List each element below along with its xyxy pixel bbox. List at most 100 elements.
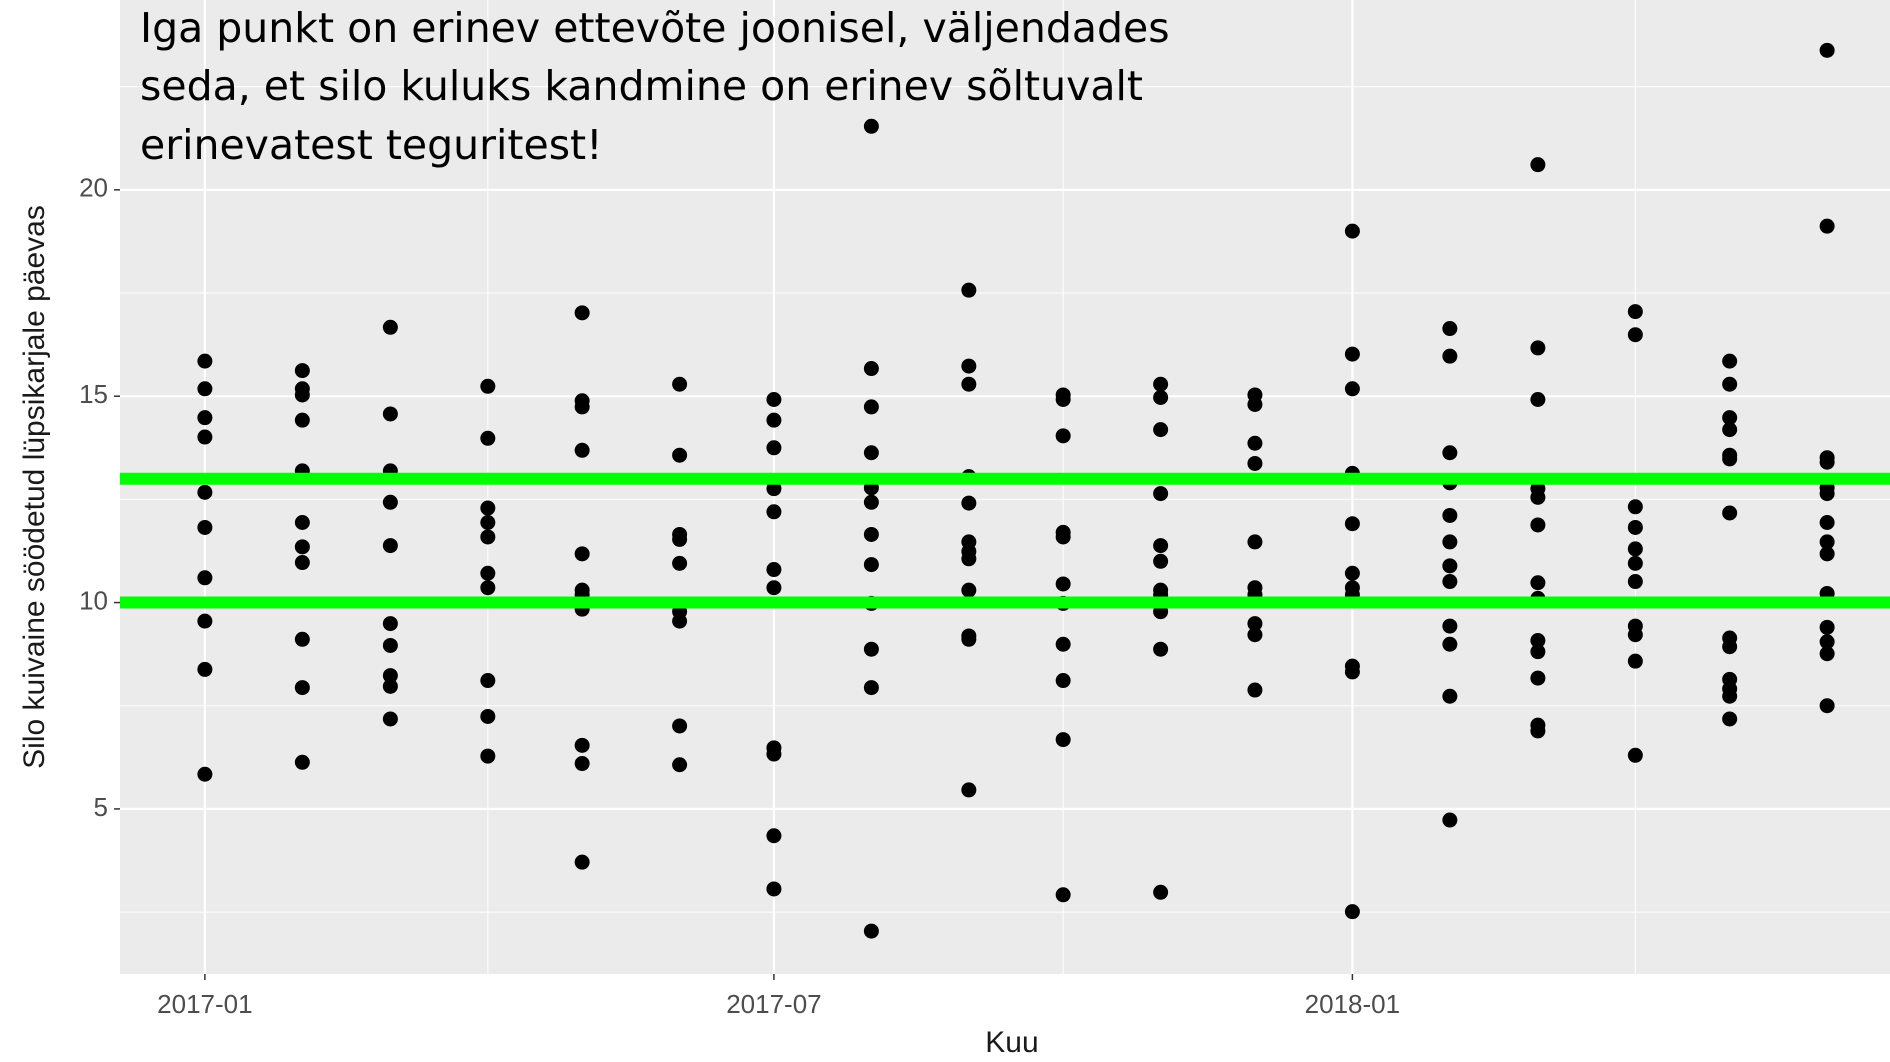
point bbox=[480, 580, 496, 596]
point bbox=[382, 678, 398, 694]
point bbox=[961, 582, 977, 598]
point bbox=[863, 445, 879, 461]
point bbox=[672, 531, 688, 547]
point bbox=[574, 756, 590, 772]
point bbox=[294, 514, 310, 530]
point bbox=[672, 613, 688, 629]
point bbox=[1055, 392, 1071, 408]
point bbox=[294, 387, 310, 403]
point bbox=[382, 319, 398, 335]
panel bbox=[120, 0, 1890, 974]
point bbox=[1055, 636, 1071, 652]
x-tick-label: 2018-01 bbox=[1305, 989, 1400, 1019]
point bbox=[1344, 904, 1360, 920]
point bbox=[574, 854, 590, 870]
point bbox=[480, 514, 496, 530]
point bbox=[1247, 435, 1263, 451]
point bbox=[1722, 711, 1738, 727]
point bbox=[672, 555, 688, 571]
point bbox=[1530, 670, 1546, 686]
point bbox=[1153, 553, 1169, 569]
point bbox=[766, 481, 782, 497]
point bbox=[766, 440, 782, 456]
axes: 5 10 15 20 2017-01 2017-07 2018-01 bbox=[79, 173, 1400, 1019]
point bbox=[480, 378, 496, 394]
point bbox=[1442, 688, 1458, 704]
x-tick-label: 2017-07 bbox=[726, 989, 821, 1019]
point bbox=[961, 782, 977, 798]
point bbox=[294, 555, 310, 571]
reference-lines bbox=[120, 472, 1890, 609]
point bbox=[1722, 410, 1738, 426]
point bbox=[197, 766, 213, 782]
point bbox=[1819, 698, 1835, 714]
point bbox=[1247, 534, 1263, 550]
point bbox=[382, 406, 398, 422]
point bbox=[197, 484, 213, 500]
annotation-line: Iga punkt on erinev ettevõte joonisel, v… bbox=[140, 4, 1170, 52]
point bbox=[1819, 42, 1835, 58]
point bbox=[961, 358, 977, 374]
point bbox=[197, 613, 213, 629]
point bbox=[1055, 576, 1071, 592]
point bbox=[480, 430, 496, 446]
point bbox=[574, 305, 590, 321]
y-tick-label: 20 bbox=[79, 173, 108, 203]
x-axis-title: Kuu bbox=[985, 1026, 1038, 1059]
y-tick-label: 15 bbox=[79, 379, 108, 409]
point bbox=[1442, 445, 1458, 461]
point bbox=[574, 399, 590, 415]
point bbox=[382, 668, 398, 684]
points bbox=[197, 42, 1835, 939]
point bbox=[766, 881, 782, 897]
point bbox=[574, 737, 590, 753]
point bbox=[294, 412, 310, 428]
point bbox=[197, 410, 213, 426]
y-tick-label: 10 bbox=[79, 585, 108, 615]
point bbox=[863, 399, 879, 415]
point bbox=[294, 363, 310, 379]
point bbox=[1722, 639, 1738, 655]
point bbox=[1344, 516, 1360, 532]
point bbox=[574, 442, 590, 458]
point bbox=[766, 580, 782, 596]
annotation-line: erinevatest teguritest! bbox=[140, 121, 603, 169]
point bbox=[1627, 555, 1643, 571]
point bbox=[480, 529, 496, 545]
point bbox=[1055, 887, 1071, 903]
point bbox=[961, 282, 977, 298]
point bbox=[480, 748, 496, 764]
point bbox=[766, 504, 782, 520]
point bbox=[863, 641, 879, 657]
point bbox=[1627, 304, 1643, 320]
point bbox=[197, 519, 213, 535]
point bbox=[863, 680, 879, 696]
point bbox=[382, 494, 398, 510]
point bbox=[1153, 422, 1169, 438]
point bbox=[1055, 428, 1071, 444]
point bbox=[1055, 529, 1071, 545]
y-axis-title: Silo kuivaine söödetud lüpsikarjale päev… bbox=[18, 205, 51, 769]
point bbox=[1819, 534, 1835, 550]
y-tick-label: 5 bbox=[94, 792, 108, 822]
point bbox=[1722, 451, 1738, 467]
point bbox=[863, 526, 879, 542]
point bbox=[1153, 486, 1169, 502]
point bbox=[1153, 641, 1169, 657]
point bbox=[1247, 616, 1263, 632]
point bbox=[1442, 636, 1458, 652]
point bbox=[1627, 327, 1643, 343]
point bbox=[1530, 157, 1546, 173]
point bbox=[863, 118, 879, 134]
point bbox=[863, 361, 879, 377]
point bbox=[1153, 376, 1169, 392]
point bbox=[1247, 682, 1263, 698]
point bbox=[1530, 392, 1546, 408]
x-tick-label: 2017-01 bbox=[157, 989, 252, 1019]
point bbox=[961, 376, 977, 392]
point bbox=[766, 412, 782, 428]
point bbox=[1819, 546, 1835, 562]
point bbox=[1722, 422, 1738, 438]
point bbox=[961, 631, 977, 647]
point bbox=[1530, 340, 1546, 356]
